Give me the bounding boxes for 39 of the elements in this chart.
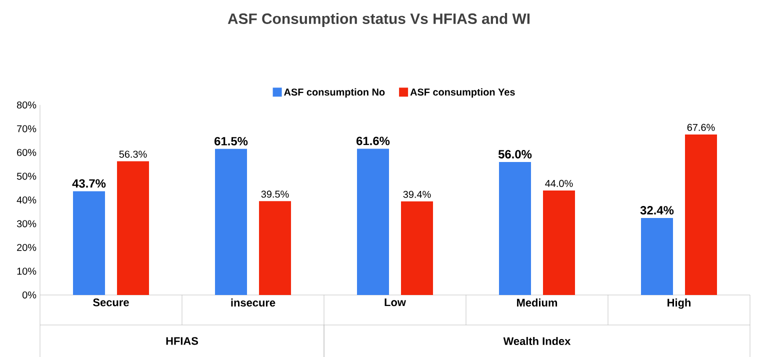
data-label: 32.4% [640, 206, 674, 214]
y-tick-label: 20% [17, 244, 36, 251]
y-tick-label: 80% [16, 101, 36, 108]
bar [499, 162, 531, 295]
bar [641, 218, 673, 295]
x-tick-label: Low [384, 298, 406, 306]
chart-title: ASF Consumption status Vs HFIAS and WI [228, 12, 530, 27]
y-tick-label: 60% [17, 148, 36, 156]
x-tick-label: insecure [231, 298, 276, 306]
bar [543, 190, 575, 295]
data-label: 44.0% [545, 180, 573, 187]
data-label: 61.5% [214, 136, 248, 146]
data-label: 39.4% [403, 190, 431, 198]
bar [215, 148, 248, 295]
data-label: 39.5% [261, 190, 289, 198]
bar [357, 148, 390, 295]
y-tick-label: 30% [16, 220, 36, 228]
x-tick-label: Medium [517, 298, 558, 306]
bar [684, 134, 717, 295]
data-label: 56.0% [498, 150, 532, 158]
y-tick-label: 50% [16, 172, 36, 180]
data-label: 61.6% [356, 136, 390, 146]
legend-label: ASF consumption No [284, 88, 385, 98]
data-label: 67.6% [687, 124, 715, 131]
bar [73, 191, 106, 295]
y-tick-label: 70% [17, 125, 36, 132]
y-tick-label: 40% [16, 196, 36, 204]
x-tick-label: Secure [93, 298, 129, 306]
legend-label: ASF consumption Yes [410, 88, 515, 98]
data-label: 43.7% [72, 179, 106, 188]
bar [259, 201, 292, 295]
x-tick-label: High [668, 298, 690, 309]
bar [401, 201, 433, 295]
text: HFIAS [166, 337, 198, 345]
y-tick-label: 10% [17, 268, 36, 275]
bar [117, 161, 150, 295]
y-tick-label: 0% [22, 291, 36, 298]
text: Wealth Index [503, 336, 571, 345]
data-label: 56.3% [119, 150, 147, 158]
